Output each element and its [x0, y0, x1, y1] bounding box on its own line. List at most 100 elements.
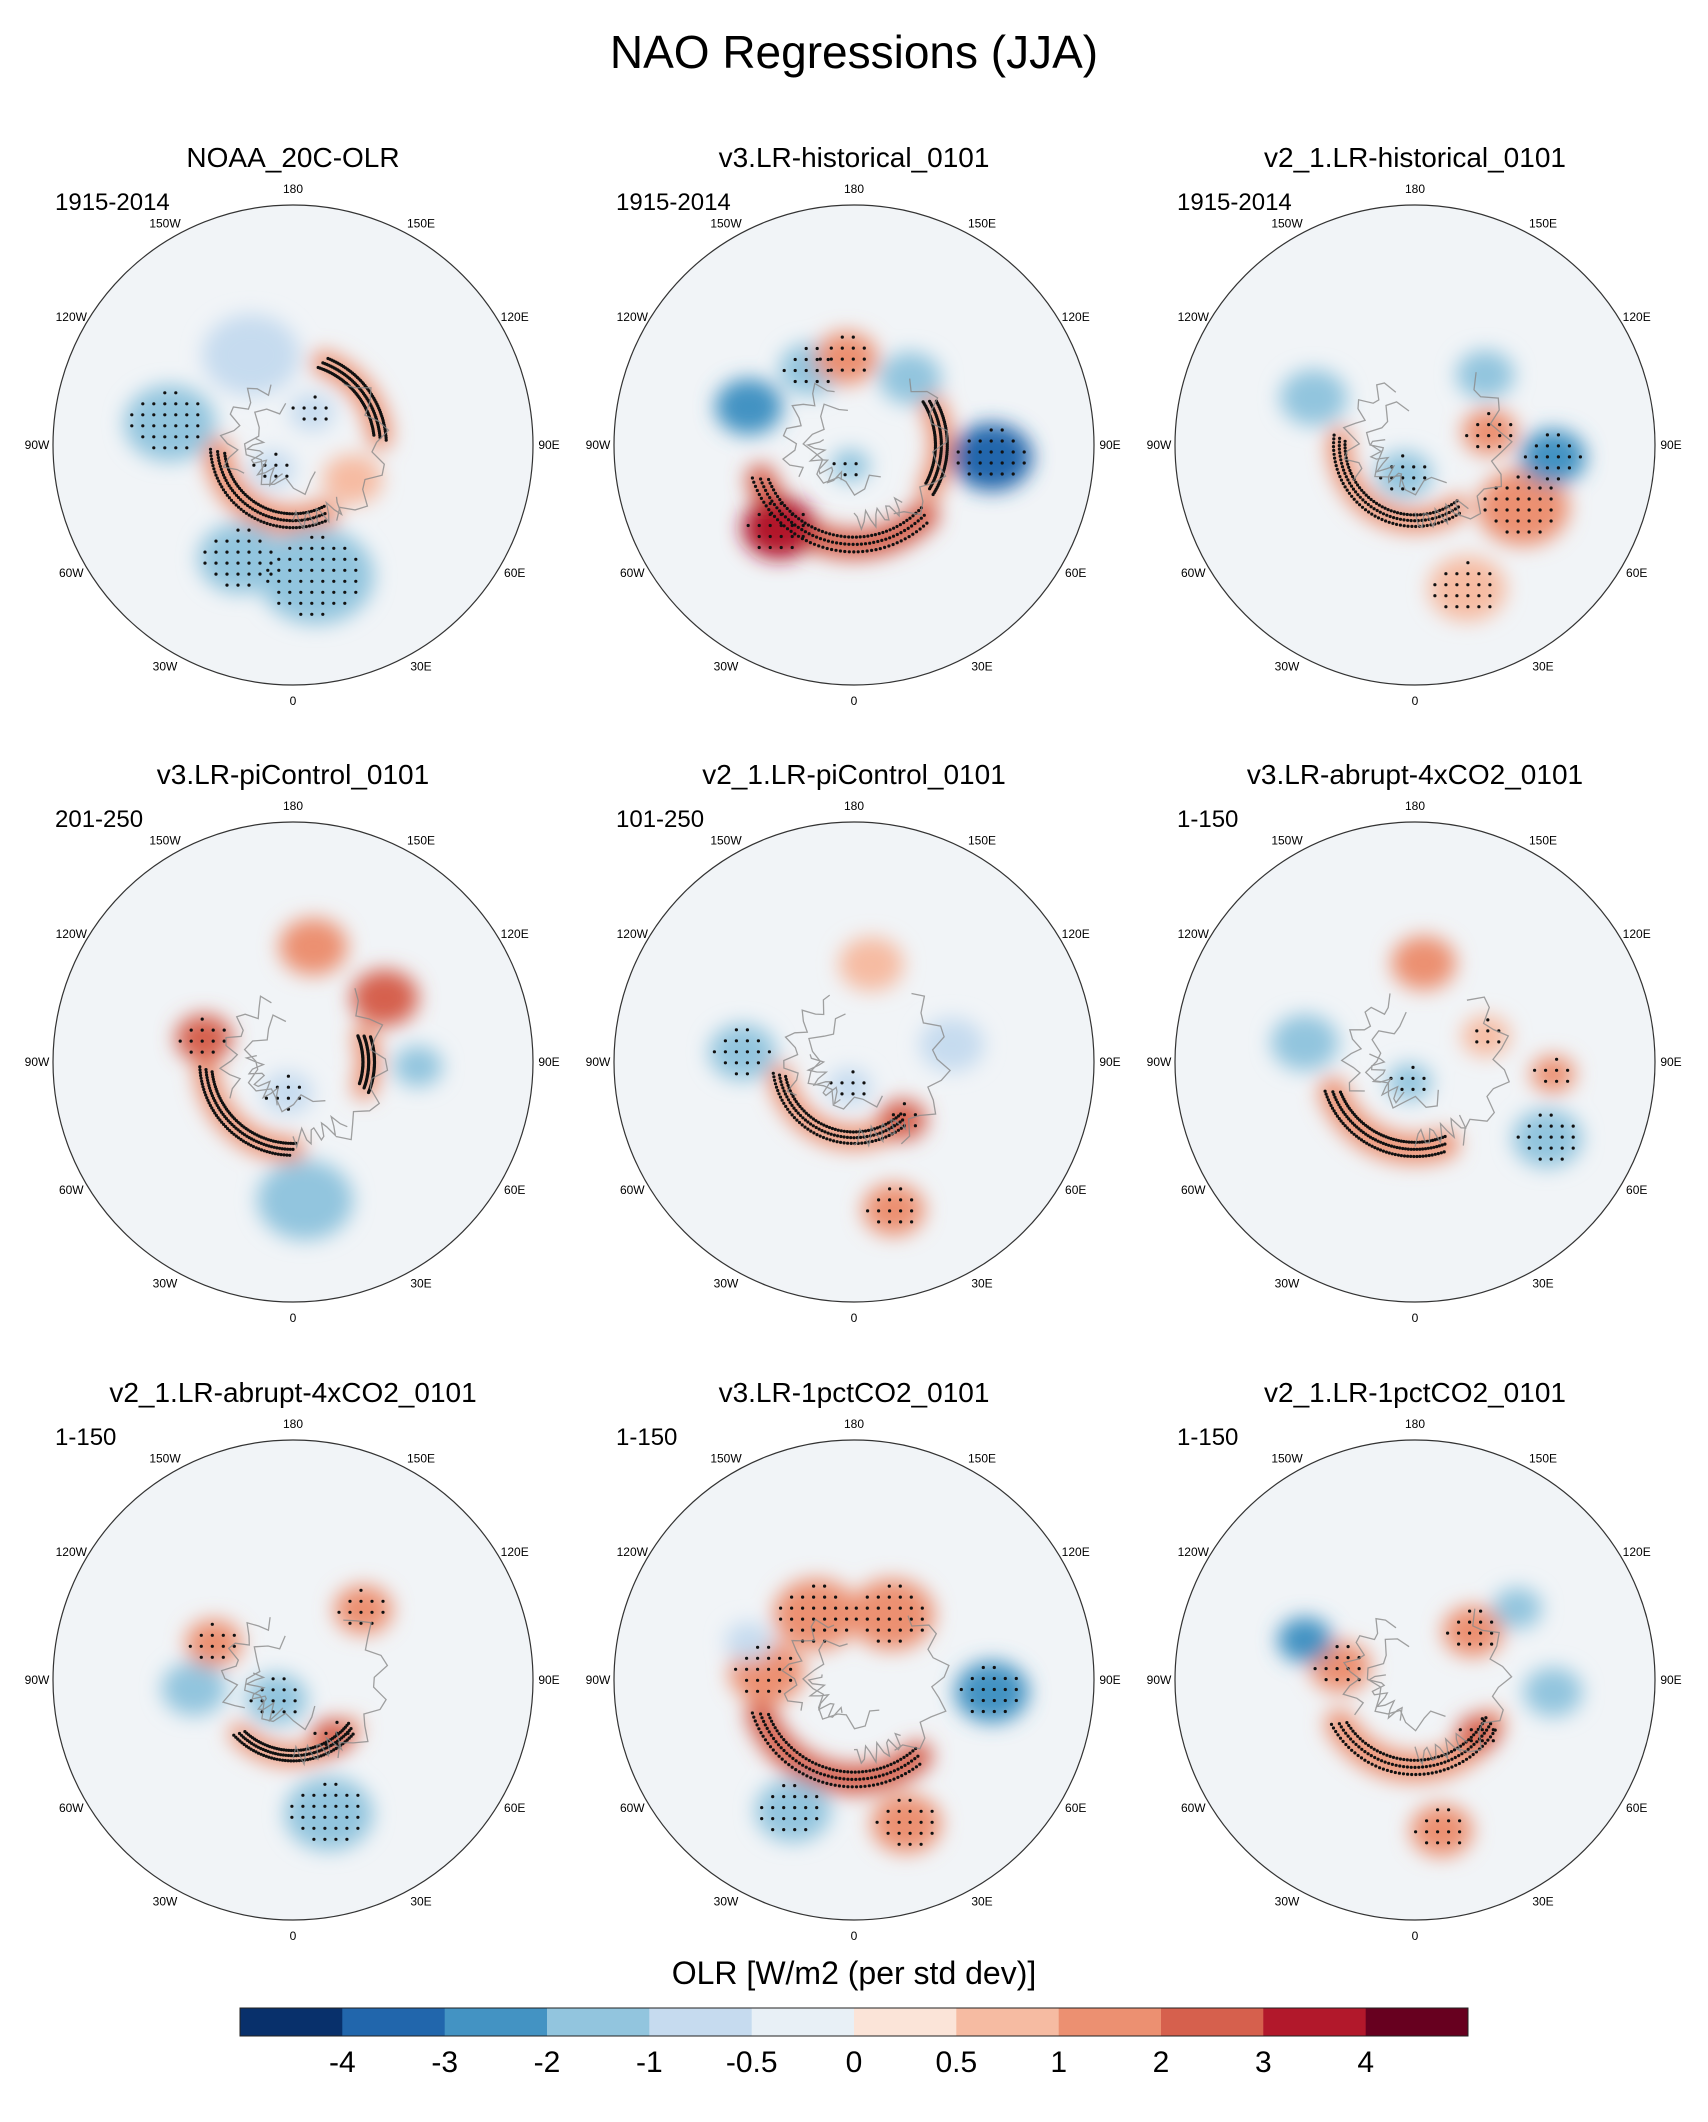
longitude-label: 150E — [1529, 833, 1557, 847]
significance-dot — [745, 1689, 749, 1693]
significance-dot — [908, 1798, 912, 1802]
significance-dot — [262, 1142, 266, 1146]
significance-dot — [1337, 440, 1341, 444]
significance-dot — [768, 501, 772, 506]
colorbar-tick-label: 3 — [1255, 2046, 1272, 2079]
significance-dot — [843, 535, 847, 539]
significance-dot — [261, 513, 265, 517]
significance-dot — [343, 568, 347, 572]
significance-dot — [200, 1039, 204, 1043]
significance-dot — [1338, 1090, 1343, 1094]
significance-dot — [239, 507, 243, 511]
significance-dot — [1376, 1147, 1380, 1151]
significance-dot — [897, 1842, 901, 1846]
significance-dot — [1556, 455, 1560, 459]
significance-dot — [1412, 1140, 1416, 1144]
significance-dot — [264, 1748, 268, 1753]
significance-dot — [269, 572, 273, 576]
colorbar: OLR [W/m2 (per std dev)] -4 -3 -2 -1 -0.5 0 0.… — [239, 1955, 1469, 2079]
coastline — [335, 988, 389, 1141]
significance-dot — [1391, 521, 1395, 526]
significance-dot — [1433, 1138, 1437, 1142]
significance-dot — [920, 1628, 924, 1632]
significance-dot — [291, 526, 295, 530]
significance-dot — [851, 1092, 855, 1096]
significance-dot — [815, 1133, 819, 1137]
significance-dot — [826, 1131, 830, 1135]
significance-dot — [887, 1628, 891, 1632]
significance-dot — [866, 1128, 871, 1132]
significance-dot — [221, 1633, 225, 1637]
significance-dot — [276, 1140, 280, 1144]
significance-dot — [804, 539, 809, 543]
significance-dot — [1555, 1068, 1559, 1072]
significance-dot — [1433, 1152, 1437, 1156]
significance-dot — [823, 1628, 827, 1632]
significance-dot — [753, 484, 758, 488]
panel-title: v2_1.LR-piControl_0101 — [702, 759, 1006, 790]
significance-dot — [1387, 1143, 1391, 1147]
significance-dot — [1549, 1157, 1553, 1161]
significance-dot — [250, 515, 254, 519]
significance-dot — [216, 453, 220, 457]
significance-dot — [826, 539, 831, 543]
significance-dot — [812, 1584, 816, 1588]
significance-dot — [323, 511, 327, 516]
significance-dot — [239, 1137, 243, 1142]
significance-dot — [821, 1765, 825, 1769]
coastline — [893, 378, 949, 516]
significance-dot — [1343, 443, 1347, 447]
panel-period: 1-150 — [616, 1424, 677, 1451]
longitude-label: 30E — [1532, 1895, 1553, 1909]
panel-title: NOAA_20C-OLR — [186, 142, 399, 173]
significance-dot — [779, 521, 783, 525]
significance-dot — [283, 1147, 287, 1151]
significance-dot — [300, 518, 304, 522]
significance-dot — [905, 518, 909, 523]
anomaly-blob — [849, 1579, 935, 1650]
significance-dot — [1430, 517, 1435, 521]
significance-dot — [1357, 1127, 1361, 1131]
significance-dot — [782, 524, 786, 528]
significance-dot — [1335, 467, 1339, 471]
significance-dot — [919, 516, 923, 520]
significance-dot — [1538, 508, 1542, 512]
significance-dot — [792, 1748, 796, 1752]
significance-dot — [759, 1712, 763, 1716]
anomaly-blob — [1410, 1804, 1473, 1857]
significance-dot — [888, 1220, 892, 1224]
significance-dot — [759, 1731, 763, 1735]
significance-dot — [354, 557, 358, 561]
significance-dot — [847, 542, 851, 546]
coastline — [1365, 401, 1447, 496]
significance-dot — [1487, 434, 1491, 438]
significance-dot — [1436, 1841, 1440, 1845]
significance-dot — [1486, 1040, 1490, 1044]
significance-dot — [770, 1719, 774, 1723]
significance-dot — [815, 346, 819, 351]
significance-dot — [236, 572, 240, 576]
significance-dot — [332, 579, 336, 583]
longitude-label: 150W — [1271, 216, 1303, 230]
significance-dot — [757, 512, 761, 517]
significance-dot — [891, 1113, 896, 1117]
significance-dot — [130, 424, 134, 428]
significance-dot — [778, 1689, 782, 1693]
longitude-label: 150W — [149, 833, 181, 847]
significance-dot — [817, 1127, 821, 1131]
significance-dot — [1402, 1154, 1407, 1158]
significance-dot — [323, 1826, 327, 1830]
anomaly-blob — [1376, 451, 1433, 499]
significance-dot — [756, 1678, 760, 1682]
significance-dot — [208, 447, 213, 451]
significance-dot — [275, 524, 279, 528]
anomaly-blob — [862, 1183, 925, 1236]
significance-dot — [845, 1135, 850, 1139]
significance-dot — [823, 1617, 827, 1621]
significance-dot — [1409, 1147, 1413, 1151]
significance-dot — [282, 1748, 286, 1752]
significance-dot — [347, 1736, 351, 1740]
significance-dot — [1411, 1076, 1415, 1080]
significance-dot — [798, 1104, 802, 1109]
